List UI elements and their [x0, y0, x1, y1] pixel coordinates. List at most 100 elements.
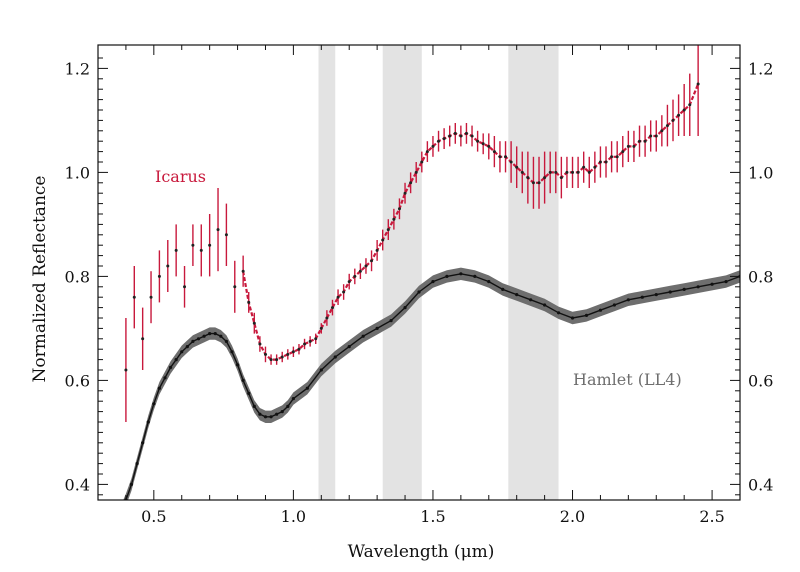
icarus-point	[364, 264, 368, 268]
hamlet-point	[224, 339, 228, 343]
hamlet-point	[333, 355, 337, 359]
icarus-point	[442, 137, 446, 141]
icarus-point	[224, 233, 228, 237]
icarus-point	[604, 160, 608, 164]
icarus-point	[632, 144, 636, 148]
hamlet-point	[157, 386, 162, 390]
hamlet-point	[135, 462, 139, 466]
icarus-point	[643, 139, 647, 143]
icarus-point	[598, 160, 602, 164]
y-tick-label-right: 1.0	[748, 163, 773, 182]
hamlet-point	[269, 415, 273, 419]
hamlet-line	[125, 273, 740, 500]
icarus-point	[166, 264, 170, 268]
hamlet-point	[258, 412, 262, 416]
icarus-point	[258, 342, 262, 346]
hamlet-point	[529, 298, 533, 302]
icarus-point	[537, 181, 541, 185]
icarus-point	[504, 155, 508, 159]
hamlet-point	[219, 334, 223, 338]
icarus-point	[515, 165, 519, 169]
hamlet-point	[174, 358, 178, 362]
hamlet-point	[96, 545, 99, 548]
icarus-point	[593, 165, 597, 169]
icarus-point	[476, 139, 480, 143]
axis-ticks	[97, 45, 741, 500]
y-tick-label-right: 0.4	[748, 475, 773, 494]
hamlet-point	[213, 332, 217, 336]
shaded-band-3	[508, 45, 559, 500]
hamlet-point	[252, 404, 256, 408]
hamlet-point	[501, 287, 505, 291]
icarus-point	[397, 207, 401, 211]
shaded-band-2	[382, 45, 422, 500]
x-tick-label: 1.0	[281, 507, 306, 526]
icarus-point	[263, 352, 267, 356]
hamlet-point	[108, 535, 111, 538]
icarus-point	[437, 139, 441, 143]
icarus-point	[241, 269, 245, 273]
icarus-point	[291, 350, 295, 354]
hamlet-point	[286, 404, 290, 408]
icarus-point	[696, 82, 700, 86]
hamlet-point	[191, 339, 195, 343]
icarus-point	[233, 285, 237, 289]
icarus-point	[342, 290, 346, 294]
y-tick-label-right: 1.2	[748, 59, 773, 78]
icarus-point	[492, 150, 496, 154]
hamlet-point	[163, 376, 167, 380]
hamlet-point	[168, 365, 173, 369]
y-tick-label-left: 0.8	[65, 267, 90, 286]
shaded-band-1	[318, 45, 336, 500]
icarus-point	[576, 170, 580, 174]
icarus-point	[149, 295, 153, 299]
icarus-point	[269, 358, 273, 362]
hamlet-point	[403, 306, 407, 310]
hamlet-point	[180, 350, 184, 354]
hamlet-label: Hamlet (LL4)	[573, 370, 682, 389]
y-tick-label-left: 1.2	[65, 59, 90, 78]
icarus-point	[610, 155, 614, 159]
hamlet-point	[247, 391, 251, 395]
icarus-point	[308, 339, 312, 343]
icarus-point	[191, 243, 195, 247]
icarus-point	[157, 274, 161, 278]
hamlet-point	[459, 272, 463, 276]
hamlet-point	[654, 293, 658, 297]
icarus-point	[141, 337, 145, 341]
icarus-point	[526, 176, 530, 180]
icarus-point	[319, 326, 323, 330]
icarus-point	[375, 248, 379, 252]
hamlet-point	[584, 313, 589, 317]
icarus-point	[425, 150, 429, 154]
hamlet-point	[146, 420, 150, 424]
icarus-point	[403, 191, 407, 195]
icarus-point	[649, 134, 653, 138]
y-tick-label-right: 0.6	[748, 371, 773, 390]
hamlet-point	[640, 295, 644, 299]
hamlet-point	[129, 482, 134, 486]
icarus-point	[498, 155, 502, 159]
icarus-point	[677, 113, 681, 117]
icarus-point	[481, 142, 485, 146]
icarus-point	[303, 342, 307, 346]
icarus-point	[448, 134, 452, 138]
icarus-label: Icarus	[155, 167, 206, 186]
hamlet-point	[696, 285, 700, 289]
icarus-point	[336, 295, 340, 299]
icarus-point	[124, 368, 128, 372]
icarus-point	[330, 306, 334, 310]
icarus-point	[621, 150, 625, 154]
icarus-point	[665, 124, 669, 128]
icarus-point	[353, 274, 357, 278]
icarus-point	[325, 316, 329, 320]
hamlet-point	[612, 303, 616, 307]
hamlet-point	[445, 274, 449, 278]
hamlet-point	[230, 350, 234, 354]
icarus-point	[252, 321, 256, 325]
icarus-point	[381, 238, 385, 242]
hamlet-point	[724, 280, 728, 284]
y-tick-label-right: 0.8	[748, 267, 773, 286]
icarus-point	[132, 295, 136, 299]
icarus-point	[297, 347, 301, 351]
